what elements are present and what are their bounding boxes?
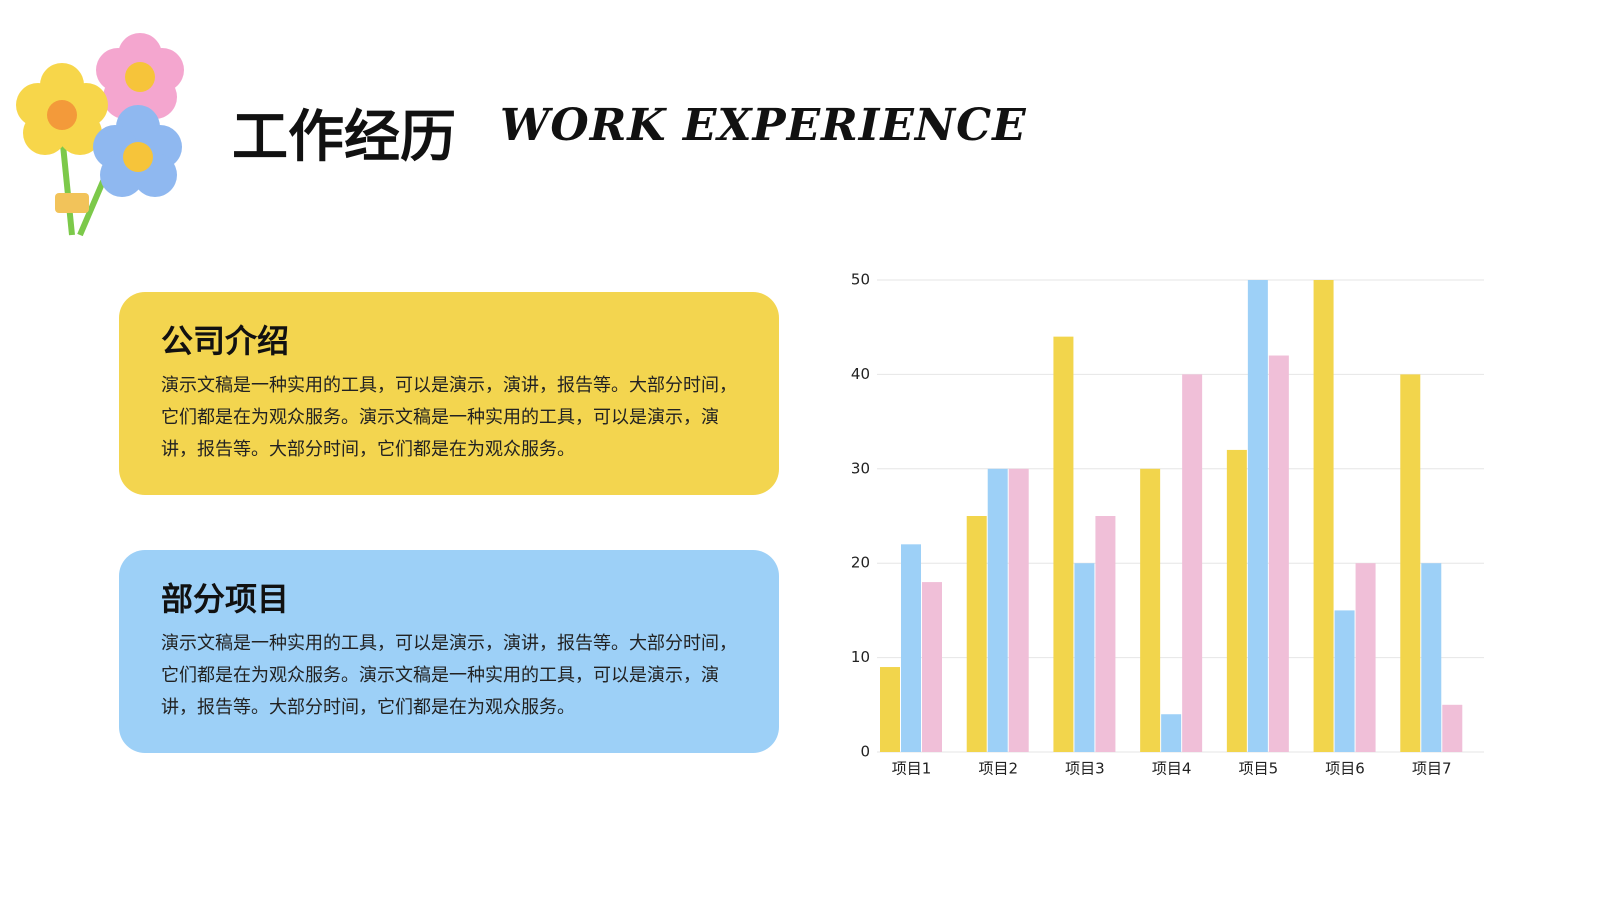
- bar: [987, 468, 1008, 752]
- y-tick-label: 50: [851, 271, 870, 289]
- bar: [1053, 336, 1074, 752]
- y-tick-label: 40: [851, 365, 870, 383]
- bar: [1421, 563, 1442, 752]
- bar: [1334, 610, 1355, 752]
- x-tick-label: 项目4: [1152, 760, 1192, 778]
- bar: [966, 516, 987, 752]
- card: 部分项目 演示文稿是一种实用的工具，可以是演示，演讲，报告等。大部分时间，它们都…: [119, 550, 779, 753]
- bar: [1182, 374, 1203, 752]
- bar: [1247, 280, 1268, 752]
- subtitle: WORK EXPERIENCE: [500, 100, 1027, 151]
- flower-decoration: [16, 33, 184, 237]
- bar: [901, 544, 921, 752]
- y-tick-label: 10: [851, 648, 870, 666]
- bar: [1095, 516, 1116, 752]
- y-tick-label: 20: [851, 554, 870, 572]
- card-title: 部分项目: [161, 580, 290, 618]
- x-tick-label: 项目3: [1065, 760, 1105, 778]
- bar: [1008, 468, 1029, 752]
- bar: [1313, 280, 1334, 752]
- x-tick-label: 项目1: [892, 760, 932, 778]
- y-tick-label: 0: [860, 743, 870, 761]
- bar: [1400, 374, 1421, 752]
- bar: [880, 667, 900, 752]
- title: 工作经历: [232, 105, 456, 170]
- card-text: 演示文稿是一种实用的工具，可以是演示，演讲，报告等。大部分时间，它们都是在为观众…: [161, 375, 737, 460]
- x-tick-label: 项目7: [1412, 760, 1452, 778]
- x-tick-label: 项目2: [978, 760, 1018, 778]
- card-text: 演示文稿是一种实用的工具，可以是演示，演讲，报告等。大部分时间，它们都是在为观众…: [161, 633, 737, 718]
- bar: [1074, 563, 1095, 752]
- bar: [1355, 563, 1376, 752]
- card: 公司介绍 演示文稿是一种实用的工具，可以是演示，演讲，报告等。大部分时间，它们都…: [119, 292, 779, 495]
- y-tick-label: 30: [851, 459, 870, 477]
- card-title: 公司介绍: [161, 322, 290, 360]
- bar: [1442, 704, 1463, 752]
- x-tick-label: 项目6: [1325, 760, 1365, 778]
- bar: [922, 582, 942, 752]
- bar: [1268, 355, 1289, 752]
- bar: [1226, 449, 1247, 752]
- bar: [1161, 714, 1182, 752]
- x-tick-label: 项目5: [1239, 760, 1279, 778]
- bar: [1140, 468, 1161, 752]
